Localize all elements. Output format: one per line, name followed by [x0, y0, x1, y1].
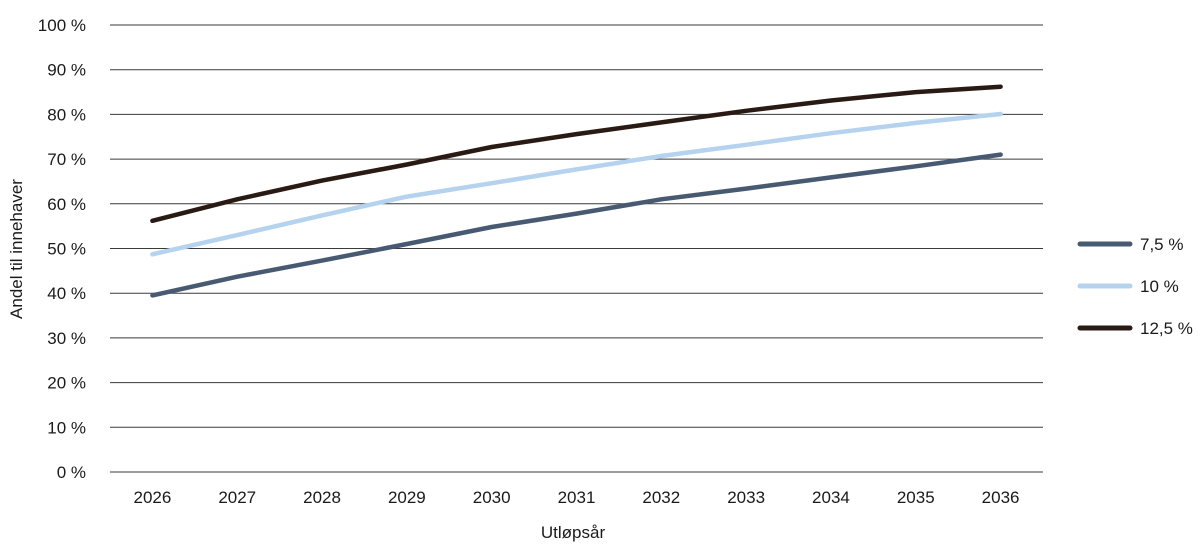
y-tick-label: 90 % [47, 61, 86, 80]
x-tick-label: 2026 [133, 488, 171, 507]
x-tick-label: 2027 [218, 488, 256, 507]
y-tick-label: 60 % [47, 195, 86, 214]
y-tick-label: 10 % [47, 418, 86, 437]
x-tick-label: 2028 [303, 488, 341, 507]
y-tick-label: 0 % [57, 463, 86, 482]
x-axis-label: Utløpsår [541, 523, 606, 542]
y-axis-label: Andel til innehaver [7, 179, 26, 319]
y-tick-label: 70 % [47, 150, 86, 169]
x-tick-label: 2032 [642, 488, 680, 507]
legend-label: 12,5 % [1140, 319, 1193, 338]
x-tick-label: 2035 [897, 488, 935, 507]
legend: 7,5 % 10 % 12,5 % [1077, 235, 1193, 338]
x-tick-label: 2030 [473, 488, 511, 507]
series-line [150, 84, 1003, 224]
y-tick-label: 40 % [47, 284, 86, 303]
series-line [150, 111, 1003, 257]
series-lines [150, 84, 1003, 298]
y-tick-label: 50 % [47, 240, 86, 259]
legend-label: 10 % [1140, 277, 1179, 296]
y-axis-ticks: 0 % 10 % 20 % 30 % 40 % 50 % 60 % 70 % 80 % 90 % 1… [38, 16, 86, 482]
legend-label: 7,5 % [1140, 235, 1183, 254]
y-tick-label: 30 % [47, 329, 86, 348]
x-tick-label: 2033 [727, 488, 765, 507]
y-tick-label: 20 % [47, 374, 86, 393]
x-tick-label: 2031 [558, 488, 596, 507]
x-axis-ticks: 2026 2027 2028 2029 2030 2031 2032 2033 2034 2035… [133, 488, 1019, 507]
y-tick-label: 100 % [38, 16, 86, 35]
gridlines [110, 24, 1043, 473]
x-tick-label: 2034 [812, 488, 850, 507]
x-tick-label: 2029 [388, 488, 426, 507]
x-tick-label: 2036 [982, 488, 1020, 507]
series-line [150, 152, 1003, 298]
y-tick-label: 80 % [47, 105, 86, 124]
